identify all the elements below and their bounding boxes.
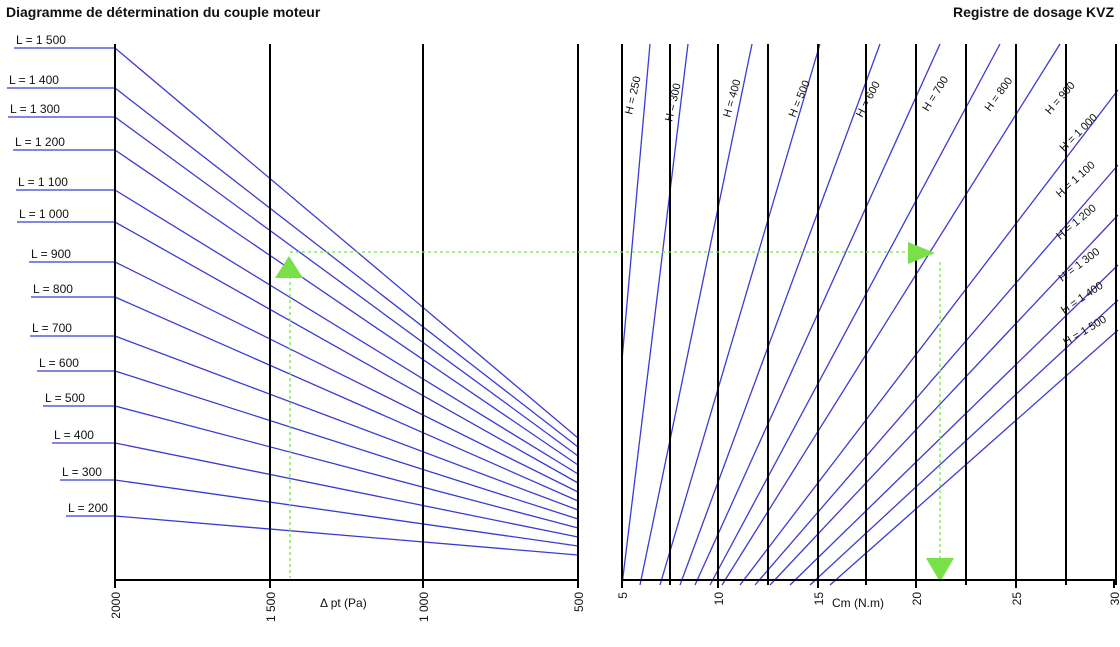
series-line: [709, 43, 1001, 586]
tick-label: 20: [910, 592, 924, 606]
series-label: L = 1 300: [10, 102, 60, 116]
tick-label: 10: [712, 592, 726, 606]
series-lines: [7, 43, 1119, 586]
chart-title-left: Diagramme de détermination du couple mot…: [6, 4, 321, 20]
tick-label: 30: [1108, 592, 1120, 606]
x-axis: 2000 1 500 1 000 500 5 10 15 20 25 30 Δ pt (Pa) Cm …: [109, 579, 1120, 622]
guide-path: [275, 242, 954, 582]
series-line: [114, 189, 579, 475]
series-line: [769, 214, 1119, 586]
series-label: L = 400: [54, 428, 94, 442]
series-line: [114, 221, 579, 484]
series-line: [639, 43, 753, 586]
series-line: [114, 149, 579, 466]
series-line: [114, 87, 579, 448]
series-label: L = 300: [62, 465, 102, 479]
chart-title-right: Registre de dosage KVZ: [952, 4, 1114, 20]
series-label: L = 900: [31, 247, 71, 261]
series-label: L = 800: [33, 282, 73, 296]
series-line: [114, 261, 579, 493]
x-axis-title: Δ pt (Pa): [320, 596, 367, 610]
series-label: L = 600: [39, 356, 79, 370]
series-label: H = 250: [623, 75, 643, 116]
tick-label: 1 500: [264, 592, 278, 622]
tick-label: 1 000: [417, 592, 431, 622]
series-label: L = 1 200: [15, 135, 65, 149]
series-line: [114, 47, 579, 439]
series-label: H = 1 300: [1057, 246, 1103, 284]
series-label: H = 500: [787, 79, 813, 119]
series-line: [659, 43, 821, 586]
series-line: [114, 335, 579, 511]
series-label: H = 1 000: [1058, 112, 1100, 154]
series-label: L = 1 500: [16, 33, 66, 47]
series-label: H = 1 500: [1061, 314, 1108, 349]
series-line: [114, 370, 579, 520]
series-line: [789, 264, 1119, 586]
series-line: [621, 43, 651, 361]
series-label: H = 600: [854, 79, 883, 119]
guide-arrow: [908, 242, 935, 264]
series-label: H = 700: [920, 74, 951, 113]
grid-lines: [114, 44, 1117, 585]
series-line: [721, 43, 1061, 586]
series-line: [114, 116, 579, 457]
series-label: H = 1 200: [1054, 202, 1098, 242]
tick-label: 25: [1010, 592, 1024, 606]
series-line: [114, 479, 579, 547]
series-line: [679, 43, 881, 586]
series-line: [621, 43, 689, 586]
series-line: [829, 329, 1119, 586]
series-label: L = 200: [68, 501, 108, 515]
series-label: L = 1 000: [19, 207, 69, 221]
series-label: L = 700: [32, 321, 72, 335]
tick-label: 2000: [109, 592, 123, 619]
series-label: H = 900: [1043, 80, 1078, 117]
series-line: [114, 296, 579, 502]
series-line: [114, 442, 579, 538]
x-axis-title: Cm (N.m): [832, 596, 884, 610]
series-line: [114, 515, 579, 556]
series-line: [114, 405, 579, 529]
series-line: [754, 164, 1119, 586]
series-label: H = 800: [983, 75, 1016, 113]
series-label: L = 500: [45, 391, 85, 405]
series-line: [739, 89, 1119, 586]
tick-label: 500: [572, 592, 586, 612]
guide-arrow: [275, 256, 303, 278]
tick-label: 15: [812, 592, 826, 606]
tick-label: 5: [616, 592, 630, 599]
series-label: L = 1 400: [9, 73, 59, 87]
series-label: L = 1 100: [18, 175, 68, 189]
guide-arrow: [926, 558, 954, 582]
